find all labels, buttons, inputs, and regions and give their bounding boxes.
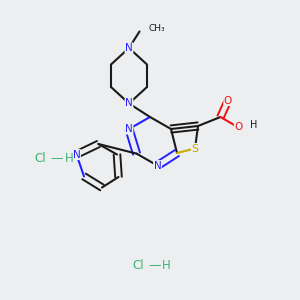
Text: S: S xyxy=(191,143,199,154)
Text: O: O xyxy=(224,95,232,106)
Text: H: H xyxy=(64,152,74,166)
Text: N: N xyxy=(125,98,133,109)
Text: N: N xyxy=(125,43,133,53)
Text: CH₃: CH₃ xyxy=(148,24,165,33)
Text: Cl: Cl xyxy=(132,259,144,272)
Text: H: H xyxy=(250,119,257,130)
Text: H: H xyxy=(162,259,171,272)
Text: O: O xyxy=(234,122,243,133)
Text: N: N xyxy=(154,160,161,171)
Text: —: — xyxy=(51,152,63,166)
Text: —: — xyxy=(148,259,161,272)
Text: N: N xyxy=(125,124,133,134)
Text: Cl: Cl xyxy=(35,152,46,166)
Text: N: N xyxy=(73,149,80,160)
